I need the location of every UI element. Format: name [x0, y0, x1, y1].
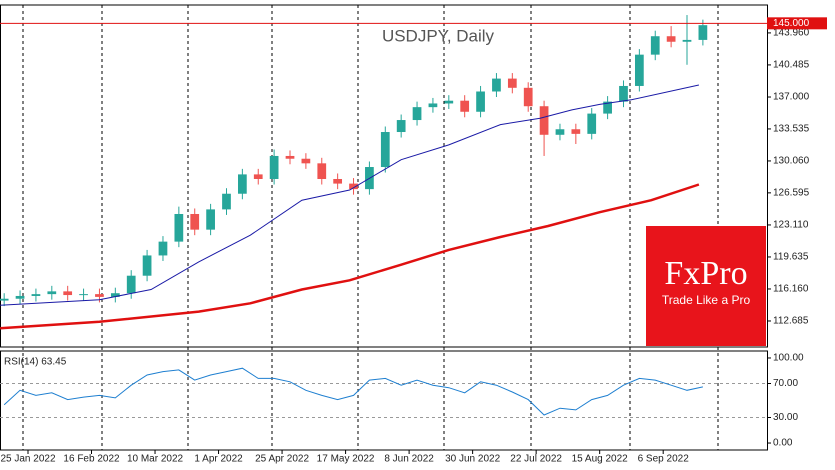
x-tick-label: 10 Mar 2022 — [127, 454, 184, 465]
rsi-y-tick-label: 0.00 — [773, 438, 793, 449]
candle-body — [206, 209, 215, 230]
rsi-y-tick-label: 30.00 — [773, 412, 798, 423]
logo-brand: FxPro — [664, 255, 747, 292]
moving-average — [0, 183, 700, 330]
x-tick-label: 16 Feb 2022 — [63, 454, 120, 465]
x-tick-label: 1 Apr 2022 — [194, 454, 243, 465]
rsi-label: RSI(14) 63.45 — [4, 357, 67, 368]
candle-body — [603, 101, 612, 114]
candle-body — [158, 241, 168, 256]
candle-body — [317, 163, 327, 179]
price-line-label: 145.000 — [773, 18, 810, 29]
candle-body — [698, 25, 708, 40]
x-tick-label: 22 Jul 2022 — [510, 454, 562, 465]
price-panel-frame — [0, 4, 768, 348]
logo-box — [646, 226, 766, 346]
candle-body — [269, 155, 279, 179]
candle-body — [333, 178, 343, 184]
candle-body — [539, 106, 549, 135]
x-tick-label: 15 Aug 2022 — [572, 454, 629, 465]
candle-body — [492, 78, 501, 92]
y-tick-label: 143.960 — [773, 28, 810, 39]
candle-body — [301, 158, 311, 164]
y-tick-label: 130.060 — [773, 156, 810, 167]
candle-body — [174, 213, 184, 242]
candle-body — [95, 294, 104, 297]
rsi-y-tick-label: 70.00 — [773, 378, 798, 389]
rsi-y-tick-label: 100.00 — [773, 353, 804, 364]
candle-body — [142, 255, 152, 276]
y-tick-label: 137.000 — [773, 92, 810, 103]
y-tick-label: 123.110 — [773, 220, 809, 231]
x-tick-label: 6 Sep 2022 — [638, 454, 690, 465]
y-tick-label: 126.595 — [773, 187, 810, 198]
candle-body — [444, 100, 454, 104]
candle-body — [682, 39, 692, 42]
candle-body — [412, 107, 422, 121]
y-tick-label: 119.635 — [773, 252, 809, 263]
candle-body — [619, 85, 628, 102]
candle-body — [650, 36, 660, 55]
candle-body — [349, 183, 358, 190]
chart-title: USDJPY, Daily — [382, 26, 495, 45]
candle-body — [15, 295, 25, 299]
candle-body — [396, 120, 406, 133]
y-tick-label: 116.160 — [773, 284, 809, 295]
candle-body — [571, 129, 581, 134]
candle-body — [110, 293, 120, 297]
price-line-label-bg — [767, 17, 827, 30]
candle-body — [47, 291, 57, 295]
candle-body — [507, 78, 517, 88]
x-tick-label: 25 Jan 2022 — [0, 454, 55, 465]
x-tick-label: 25 Apr 2022 — [255, 454, 309, 465]
candle-body — [380, 132, 390, 168]
x-tick-label: 30 Jun 2022 — [445, 454, 500, 465]
candle-body — [31, 294, 41, 296]
rsi-panel-frame — [0, 350, 768, 451]
candle-body — [285, 155, 295, 159]
logo-tagline: Trade Like a Pro — [662, 293, 751, 307]
candle-body — [428, 103, 438, 108]
y-tick-label: 140.485 — [773, 60, 810, 71]
moving-average — [0, 84, 700, 306]
candle-body — [634, 54, 644, 86]
candle-body — [238, 174, 247, 194]
candle-body — [126, 275, 136, 294]
candle-body — [666, 36, 676, 42]
candle-body — [476, 91, 485, 112]
rsi-line — [3, 367, 704, 416]
y-tick-label: 112.685 — [773, 316, 809, 327]
candle-body — [253, 174, 263, 179]
candle-body — [222, 193, 231, 210]
x-tick-label: 17 May 2022 — [317, 454, 375, 465]
candle-body — [587, 113, 597, 134]
x-tick-label: 8 Jun 2022 — [384, 454, 434, 465]
candle-body — [79, 294, 88, 296]
candle-body — [63, 291, 73, 296]
y-tick-label: 133.535 — [773, 124, 810, 135]
candle-body — [523, 87, 533, 107]
candle-body — [0, 298, 9, 301]
candle-body — [555, 129, 565, 135]
candle-body — [190, 213, 200, 230]
candle-body — [460, 100, 470, 112]
